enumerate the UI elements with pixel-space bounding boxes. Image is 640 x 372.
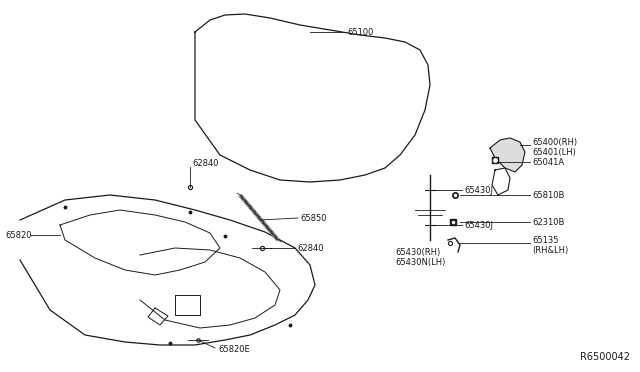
Text: R6500042: R6500042 [580,352,630,362]
Text: 65135: 65135 [532,235,559,244]
Text: 65820E: 65820E [218,344,250,353]
Text: 65041A: 65041A [532,157,564,167]
Text: 65430J: 65430J [464,221,493,230]
Text: 65400(RH): 65400(RH) [532,138,577,147]
Text: 62310B: 62310B [532,218,564,227]
Text: 65820: 65820 [5,231,31,240]
Text: 65100: 65100 [347,28,373,36]
Text: 65401(LH): 65401(LH) [532,148,576,157]
Text: 65850: 65850 [300,214,326,222]
Text: 62840: 62840 [297,244,323,253]
Text: 65430J: 65430J [464,186,493,195]
Text: 62840: 62840 [192,158,218,167]
Text: (RH&LH): (RH&LH) [532,246,568,254]
Polygon shape [490,138,525,172]
Text: 65430N(LH): 65430N(LH) [395,257,445,266]
Text: 65810B: 65810B [532,190,564,199]
Text: 65430(RH): 65430(RH) [395,247,440,257]
